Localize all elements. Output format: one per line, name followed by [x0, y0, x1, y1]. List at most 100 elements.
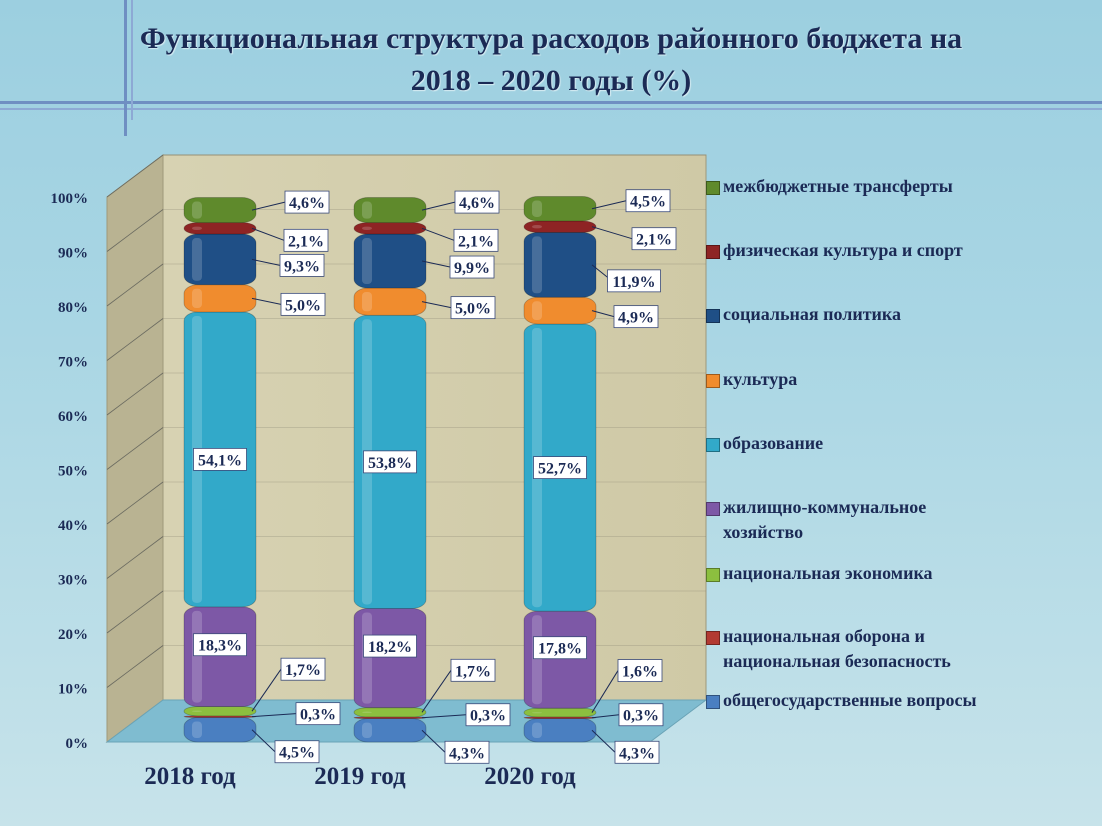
data-label-box — [279, 254, 325, 277]
bar-segment-highlight — [192, 226, 202, 231]
y-tick-label: 60% — [58, 409, 88, 425]
data-label-box — [193, 633, 247, 657]
label-leader — [421, 260, 451, 268]
bar-segment-highlight — [532, 224, 542, 229]
data-label-box — [280, 657, 326, 681]
gridline-side — [106, 481, 164, 525]
chart-title-line2: 2018 – 2020 годы (%) — [410, 64, 692, 97]
bar-segment-highlight — [362, 612, 372, 704]
decorative-line-horizontal-thin — [0, 108, 1102, 110]
data-label: 4,3% — [619, 745, 655, 762]
y-tick-label: 80% — [58, 300, 88, 316]
legend-swatch — [706, 181, 720, 195]
bar-segment — [183, 222, 257, 235]
data-label: 11,9% — [612, 274, 655, 291]
data-label-box — [454, 190, 500, 214]
y-tick-label: 40% — [58, 518, 88, 534]
data-label-box — [284, 190, 330, 214]
legend-label-line: физическая культура и спорт — [723, 240, 963, 260]
y-tick-label: 70% — [58, 355, 88, 371]
data-label: 4,6% — [289, 195, 325, 212]
data-label-box — [363, 634, 417, 658]
legend-label-line: национальная экономика — [723, 563, 933, 583]
label-leader — [251, 729, 276, 753]
bar-segment-highlight — [532, 200, 542, 217]
data-label: 52,7% — [538, 461, 582, 478]
label-leader — [591, 310, 615, 318]
legend-label-line: культура — [723, 369, 798, 389]
legend-swatch — [706, 568, 720, 582]
data-label: 5,0% — [285, 297, 321, 314]
bar-segment-highlight — [362, 292, 372, 312]
label-leader — [251, 713, 297, 718]
data-label: 4,5% — [279, 745, 315, 762]
legend-label: межбюджетные трансферты — [723, 174, 1013, 199]
bar-segment-highlight — [192, 610, 202, 703]
gridline-side — [106, 427, 164, 470]
y-tick-label: 20% — [58, 627, 88, 643]
legend-swatch — [706, 695, 720, 709]
data-label: 2,1% — [458, 233, 494, 250]
bar-segment-highlight — [362, 711, 372, 713]
data-label: 9,3% — [284, 258, 320, 275]
legend-label-line: межбюджетные трансферты — [723, 176, 953, 196]
data-label: 4,9% — [618, 310, 654, 327]
decorative-line-horizontal — [0, 101, 1102, 104]
legend-label: физическая культура и спорт — [723, 238, 1013, 263]
bar-segment — [353, 222, 427, 235]
label-leader — [251, 668, 282, 712]
legend-label: образование — [723, 431, 1013, 456]
x-category-label: 2019 год — [314, 763, 406, 790]
label-leader — [591, 226, 633, 240]
y-tick-label: 10% — [58, 682, 88, 698]
y-tick-label: 0% — [66, 736, 89, 752]
data-label-box — [465, 703, 511, 727]
legend-label-line: социальная политика — [723, 304, 902, 324]
data-label: 2,1% — [636, 232, 672, 249]
label-leader — [251, 297, 282, 305]
bar-segment-highlight — [362, 201, 372, 219]
data-label: 9,9% — [454, 260, 490, 277]
legend-label: жилищно-коммунальное хозяйство — [723, 495, 1013, 545]
label-leader — [421, 670, 452, 713]
legend-swatch — [706, 438, 720, 452]
legend-label: социальная политика — [723, 302, 1013, 327]
legend-label: национальная экономика — [723, 561, 1013, 586]
data-label-box — [283, 228, 329, 252]
bar-segment-highlight — [192, 238, 202, 281]
data-label: 53,8% — [368, 455, 412, 472]
label-leader — [591, 200, 627, 210]
data-label: 1,6% — [622, 664, 658, 681]
data-label: 4,6% — [459, 195, 495, 212]
bar-segment-highlight — [362, 238, 372, 285]
data-label-box — [363, 450, 417, 474]
label-leader — [251, 227, 285, 241]
data-label: 1,7% — [285, 662, 321, 679]
data-label-box — [607, 269, 661, 293]
data-label: 54,1% — [198, 452, 242, 469]
bar-segment-highlight — [532, 301, 542, 320]
data-label: 0,3% — [300, 707, 336, 724]
gridline-side — [106, 590, 164, 634]
label-leader — [251, 201, 286, 211]
gridline-side — [106, 209, 164, 252]
data-label-box — [295, 702, 341, 726]
y-tick-label: 90% — [58, 246, 88, 262]
gridline-side — [106, 536, 164, 579]
label-leader — [421, 714, 467, 719]
legend-label: культура — [723, 367, 1013, 392]
bar-segment-highlight — [532, 615, 542, 705]
data-label-box — [193, 448, 247, 471]
label-leader — [421, 227, 455, 241]
data-label-box — [613, 305, 659, 329]
label-leader — [421, 729, 446, 753]
data-label: 5,0% — [455, 301, 491, 318]
data-label-box — [453, 228, 499, 252]
bar-segment — [523, 196, 597, 222]
data-label: 4,5% — [630, 194, 666, 211]
data-label: 0,3% — [470, 708, 506, 725]
bar-segment-highlight — [192, 710, 202, 712]
chart-legend: межбюджетные трансферты физическая культу… — [703, 0, 1098, 826]
chart-title-line1: Функциональная структура расходов районн… — [139, 22, 963, 55]
gridline-side — [106, 645, 164, 688]
